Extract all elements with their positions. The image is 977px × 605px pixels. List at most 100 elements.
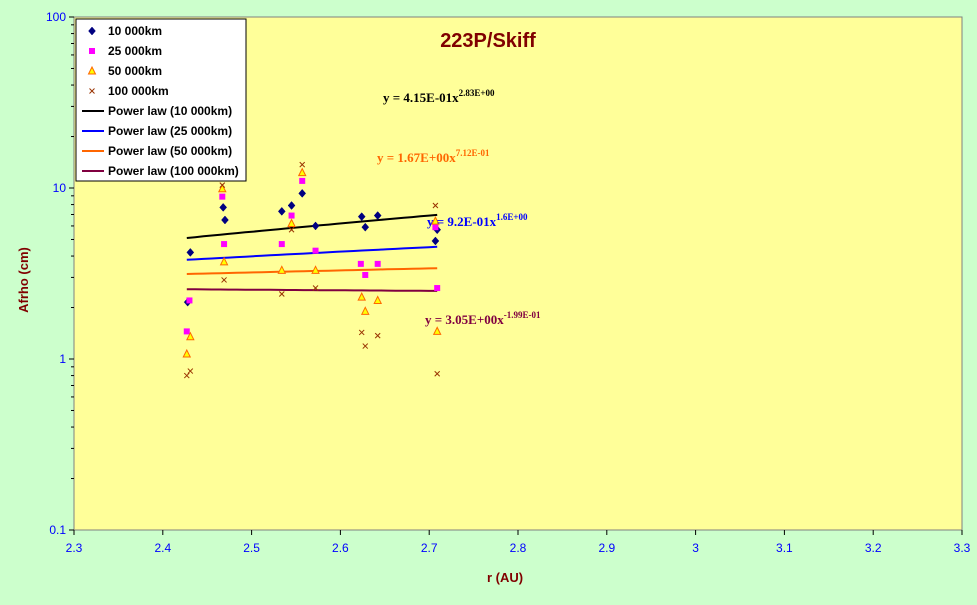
data-point	[432, 224, 439, 231]
x-tick-label: 2.3	[66, 541, 83, 555]
legend: 10 000km 25 000km 50 000km 100 000km Power l…	[75, 18, 247, 182]
x-tick-label: 3.2	[865, 541, 882, 555]
x-tick-label: 3	[692, 541, 699, 555]
data-point	[360, 306, 370, 315]
legend-label: Power law (25 000km)	[108, 124, 232, 138]
data-point	[219, 182, 226, 188]
data-point	[374, 260, 381, 267]
legend-marker	[88, 26, 96, 36]
cross-stroke	[362, 343, 369, 349]
data-point	[221, 277, 227, 283]
y-tick-label: 1	[59, 352, 66, 366]
x-tick-label: 2.4	[154, 541, 171, 555]
fit-equation: y = 3.05E+00x-1.99E-01	[425, 310, 541, 327]
x-tick-label: 2.9	[598, 541, 615, 555]
data-point	[186, 297, 193, 304]
data-point	[373, 295, 383, 304]
data-point	[312, 285, 319, 291]
data-point	[299, 177, 306, 184]
data-point	[187, 368, 194, 374]
legend-label: Power law (100 000km)	[108, 164, 239, 178]
data-point	[182, 348, 192, 358]
data-point	[221, 215, 229, 225]
fit-line	[186, 245, 438, 261]
cross-stroke	[278, 291, 285, 297]
x-tick-label: 3.3	[954, 541, 971, 555]
data-point	[431, 236, 440, 246]
cross-stroke	[374, 332, 381, 339]
data-point	[288, 226, 295, 233]
x-tick-label: 2.5	[243, 541, 260, 555]
legend-box	[75, 18, 247, 182]
data-point	[361, 222, 370, 232]
cross-stroke	[299, 161, 306, 168]
data-point	[434, 370, 441, 377]
x-axis-title: r (AU)	[487, 570, 523, 585]
data-point	[221, 241, 228, 248]
data-point	[432, 326, 442, 335]
fit-equation-exponent: 2.83E+00	[459, 88, 495, 98]
y-tick-label: 10	[53, 181, 67, 195]
y-axis-title: Afrho (cm)	[16, 247, 31, 313]
fit-equation-exponent: 7.12E-01	[456, 148, 490, 158]
data-point	[374, 332, 381, 339]
chart-title: 223P/Skiff	[440, 30, 536, 52]
data-point	[298, 189, 307, 198]
data-point	[278, 241, 285, 248]
cross-stroke	[219, 182, 226, 188]
cross-stroke	[288, 226, 295, 233]
fit-equation: y = 1.67E+00x7.12E-01	[377, 148, 490, 165]
x-tick-label: 2.8	[510, 541, 527, 555]
data-point	[431, 216, 440, 225]
fit-equation: y = 4.15E-01x2.83E+00	[383, 88, 495, 105]
data-point	[373, 211, 382, 220]
x-tick-label: 3.1	[776, 541, 793, 555]
data-point	[183, 328, 190, 335]
legend-label: Power law (50 000km)	[108, 144, 232, 158]
fit-equation-base: y = 3.05E+00x	[425, 312, 504, 327]
fit-equation-base: y = 1.67E+00x	[377, 150, 456, 165]
data-point	[299, 161, 306, 168]
data-point	[358, 329, 365, 336]
data-point	[277, 206, 286, 216]
x-tick-label: 2.6	[332, 541, 349, 555]
data-point	[186, 331, 195, 341]
legend-marker	[89, 88, 95, 94]
data-point	[219, 256, 229, 266]
data-point	[287, 201, 296, 210]
data-point	[219, 203, 228, 212]
data-point	[219, 193, 226, 200]
cross-stroke	[221, 277, 227, 283]
cross-stroke	[432, 202, 439, 209]
data-point	[287, 218, 296, 228]
y-tick-label: 0.1	[49, 523, 66, 537]
cross-stroke	[358, 329, 365, 336]
data-point	[312, 247, 319, 254]
fit-equation-base: y = 9.2E-01x	[427, 214, 497, 229]
data-point	[311, 265, 320, 274]
cross-stroke	[187, 368, 194, 374]
data-point	[362, 271, 369, 278]
cross-stroke	[183, 372, 190, 379]
legend-marker	[87, 65, 97, 75]
data-point	[362, 343, 369, 349]
data-point	[278, 291, 285, 297]
fit-line	[186, 288, 438, 292]
cross-stroke	[434, 370, 441, 377]
fit-equation-base: y = 4.15E-01x	[383, 90, 459, 105]
legend-label: 25 000km	[108, 44, 162, 58]
data-point	[277, 265, 287, 274]
cross-stroke	[89, 88, 95, 94]
legend-label: Power law (10 000km)	[108, 104, 232, 118]
legend-label: 100 000km	[108, 84, 169, 98]
data-point	[434, 285, 441, 292]
legend-label: 50 000km	[108, 64, 162, 78]
x-tick-label: 2.7	[421, 541, 438, 555]
data-point	[357, 292, 367, 301]
fit-equation-exponent: 1.6E+00	[496, 212, 528, 222]
legend-marker	[89, 48, 95, 54]
data-point	[186, 248, 195, 257]
data-point	[357, 260, 364, 267]
